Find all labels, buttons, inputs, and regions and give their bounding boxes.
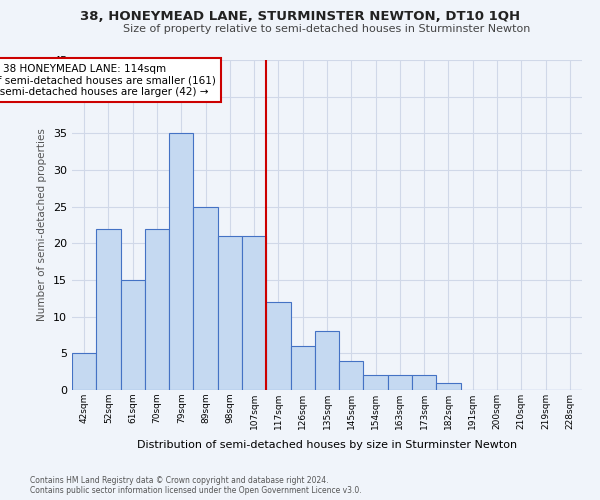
Bar <box>242 236 266 390</box>
Bar <box>193 206 218 390</box>
Bar <box>339 360 364 390</box>
Bar <box>388 376 412 390</box>
Bar <box>412 376 436 390</box>
Bar <box>364 376 388 390</box>
X-axis label: Distribution of semi-detached houses by size in Sturminster Newton: Distribution of semi-detached houses by … <box>137 440 517 450</box>
Bar <box>121 280 145 390</box>
Text: Contains HM Land Registry data © Crown copyright and database right 2024.
Contai: Contains HM Land Registry data © Crown c… <box>30 476 362 495</box>
Bar <box>72 354 96 390</box>
Bar <box>145 228 169 390</box>
Title: Size of property relative to semi-detached houses in Sturminster Newton: Size of property relative to semi-detach… <box>124 24 530 34</box>
Text: 38, HONEYMEAD LANE, STURMINSTER NEWTON, DT10 1QH: 38, HONEYMEAD LANE, STURMINSTER NEWTON, … <box>80 10 520 23</box>
Bar <box>436 382 461 390</box>
Bar <box>266 302 290 390</box>
Bar <box>169 134 193 390</box>
Bar <box>218 236 242 390</box>
Bar <box>290 346 315 390</box>
Text: 38 HONEYMEAD LANE: 114sqm
← 79% of semi-detached houses are smaller (161)
21% of: 38 HONEYMEAD LANE: 114sqm ← 79% of semi-… <box>0 64 215 97</box>
Bar <box>96 228 121 390</box>
Bar <box>315 332 339 390</box>
Y-axis label: Number of semi-detached properties: Number of semi-detached properties <box>37 128 47 322</box>
